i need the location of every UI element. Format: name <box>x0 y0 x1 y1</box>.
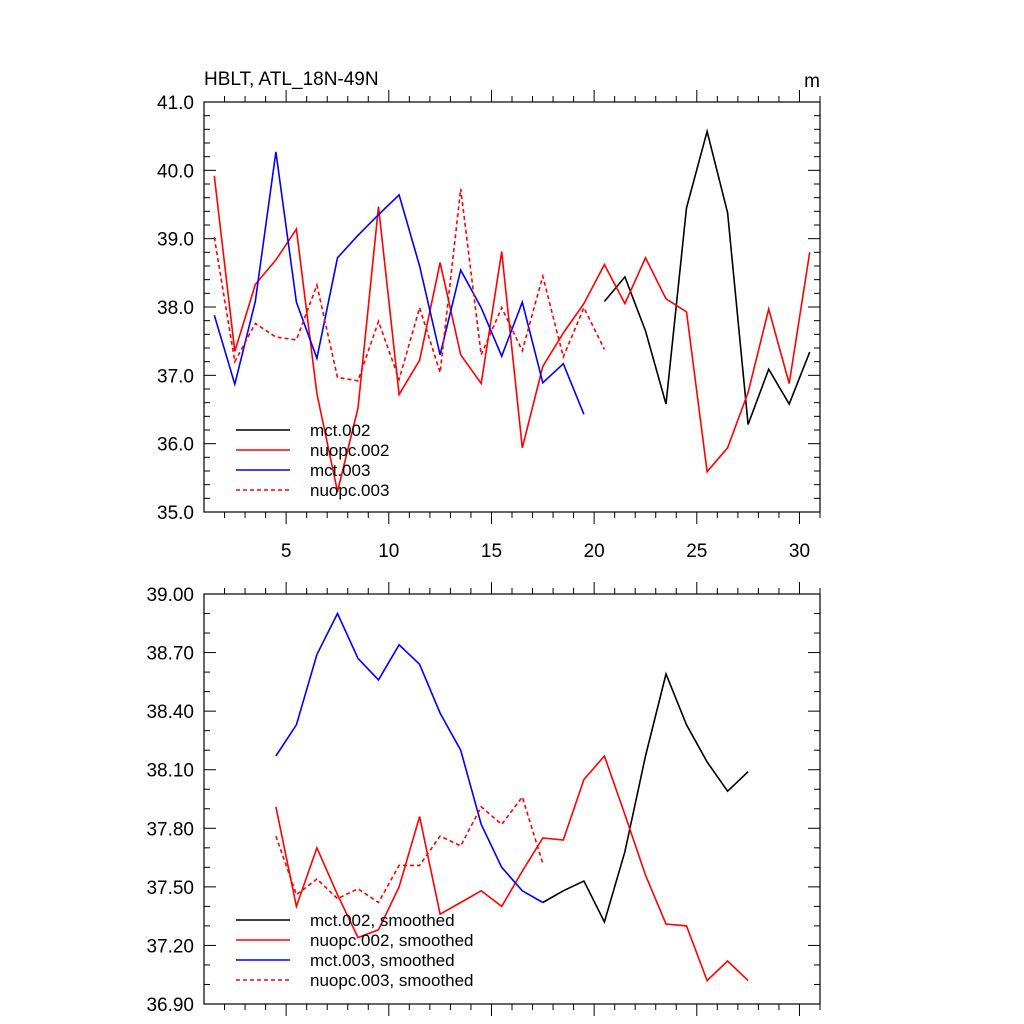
bottom-ytick-label: 38.70 <box>146 644 194 665</box>
top-xtick-label: 15 <box>481 541 502 562</box>
top-series-line-3 <box>213 151 585 415</box>
top-series-line-1 <box>603 128 811 425</box>
top-xtick-label: 25 <box>686 541 707 562</box>
top-ytick-label: 37.0 <box>157 366 194 387</box>
bottom-series-line-2 <box>275 754 749 983</box>
top-panel-units: m <box>804 71 820 92</box>
top-series-group <box>213 128 811 492</box>
bottom-legend-label: nuopc.003, smoothed <box>310 971 474 990</box>
top-ytick-label: 36.0 <box>157 435 194 456</box>
top-xtick-label: 10 <box>378 541 399 562</box>
bottom-series-line-3 <box>275 611 544 904</box>
bottom-ytick-label: 38.10 <box>146 761 194 782</box>
top-panel: HBLT, ATL_18N-49N m 35.0 36.0 37.0 38.0 39.0… <box>157 69 821 562</box>
top-plot-frame <box>203 101 821 513</box>
top-series-line-4 <box>213 188 606 383</box>
bottom-ytick-label: 37.80 <box>146 819 194 840</box>
top-xtick-label: 20 <box>584 541 605 562</box>
top-legend-label: nuopc.003 <box>310 481 389 500</box>
bottom-ytick-label: 37.20 <box>146 936 194 957</box>
bottom-plot-frame <box>203 593 821 1005</box>
bottom-ytick-label: 37.50 <box>146 878 194 899</box>
top-xtick-label: 30 <box>789 541 810 562</box>
bottom-panel: 36.90 37.20 37.50 37.80 38.10 38.40 38.70 39.00… <box>146 582 821 1016</box>
bottom-ytick-label: 38.40 <box>146 702 194 723</box>
bottom-ytick-label: 36.90 <box>146 995 194 1016</box>
bottom-legend-label: mct.002, smoothed <box>310 911 455 930</box>
top-ytick-label: 40.0 <box>157 161 194 182</box>
bottom-legend-label: nuopc.002, smoothed <box>310 931 474 950</box>
top-legend-label: mct.003 <box>310 461 370 480</box>
top-series-line-2 <box>213 175 811 492</box>
top-ytick-label: 39.0 <box>157 230 194 251</box>
top-ytick-label: 35.0 <box>157 503 194 524</box>
top-legend-label: mct.002 <box>310 421 370 440</box>
bottom-series-line-1 <box>542 671 749 925</box>
bottom-axis-ticks: 36.90 37.20 37.50 37.80 38.10 38.40 38.70 39.00 <box>146 582 821 1016</box>
top-ytick-label: 38.0 <box>157 298 194 319</box>
top-legend-label: nuopc.002 <box>310 441 389 460</box>
top-axis-ticks: 35.0 36.0 37.0 38.0 39.0 40.0 41.0 5 10 15 20 25 30 <box>157 90 821 562</box>
bottom-ytick-label: 39.00 <box>146 585 194 606</box>
bottom-legend-label: mct.003, smoothed <box>310 951 455 970</box>
top-xtick-label: 5 <box>281 541 292 562</box>
top-panel-title: HBLT, ATL_18N-49N <box>204 69 379 90</box>
top-ytick-label: 41.0 <box>157 93 194 114</box>
bottom-series-group <box>275 611 749 983</box>
bottom-series-line-4 <box>275 795 544 904</box>
